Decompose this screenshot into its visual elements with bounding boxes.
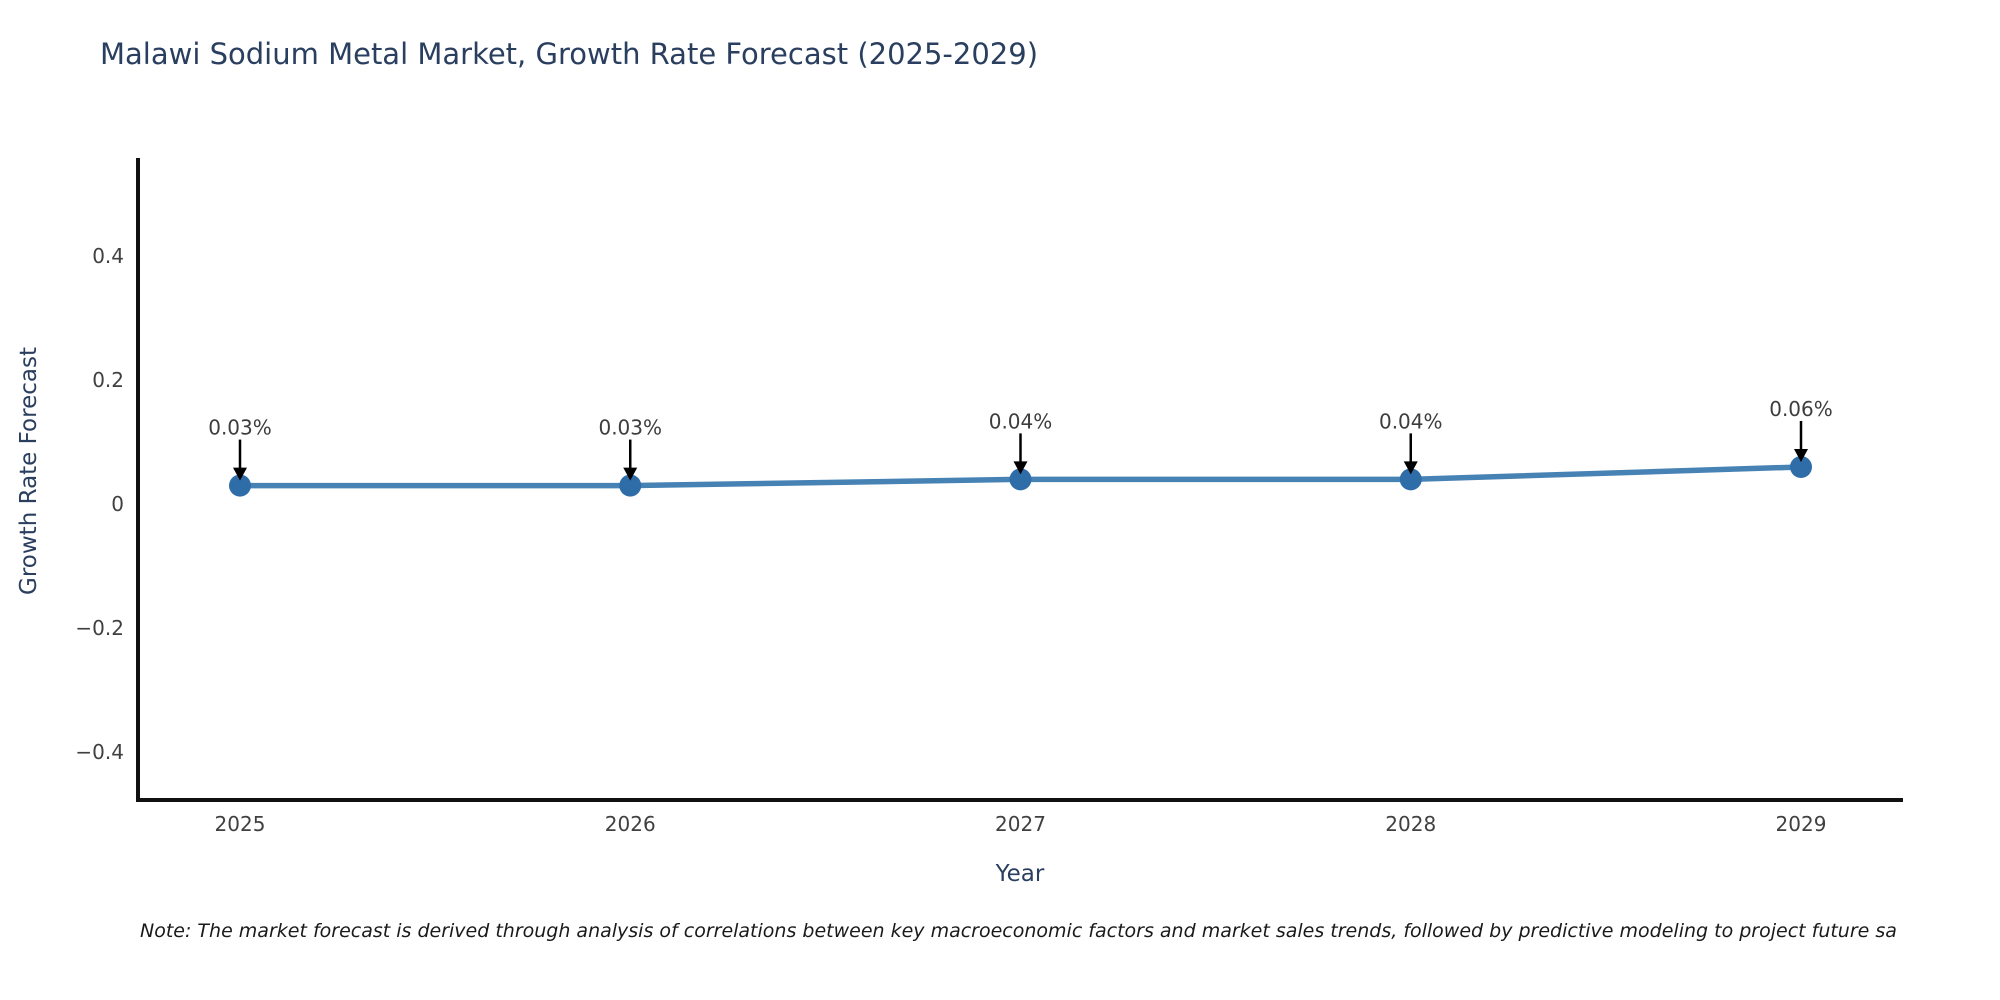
annotation-label: 0.03% [208,416,272,440]
data-point [619,474,642,497]
annotation-arrow-head [1013,461,1028,475]
annotation-label: 0.03% [598,416,662,440]
y-tick-label: −0.4 [75,740,124,764]
data-point [1399,468,1422,491]
y-tick-label: 0.4 [92,244,124,268]
chart-title: Malawi Sodium Metal Market, Growth Rate … [100,37,1039,71]
x-tick-label: 2027 [995,812,1046,836]
annotation-arrow-head [1794,448,1808,462]
x-axis-title: Year [995,861,1045,887]
y-tick-label: 0 [111,492,124,516]
x-tick-label: 2025 [215,812,266,836]
x-tick-label: 2026 [605,812,656,836]
data-point [229,474,251,497]
x-tick-label: 2029 [1776,812,1827,836]
annotation-label: 0.04% [1379,409,1443,433]
annotation-label: 0.04% [989,409,1053,433]
y-tick-label: −0.2 [75,616,124,640]
data-point [1790,455,1812,478]
annotation-label: 0.06% [1769,397,1833,421]
y-axis-title: Growth Rate Forecast [16,347,42,595]
x-tick-label: 2028 [1385,812,1436,836]
y-tick-label: 0.2 [92,368,124,392]
annotation-arrow-head [1403,461,1418,475]
chart-footnote: Note: The market forecast is derived thr… [140,920,1897,942]
annotation-arrow-head [623,467,638,481]
annotation-arrow-head [233,467,247,481]
data-point [1009,468,1032,491]
